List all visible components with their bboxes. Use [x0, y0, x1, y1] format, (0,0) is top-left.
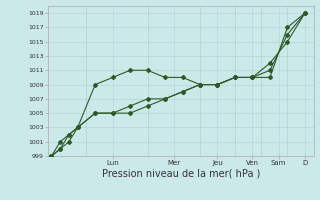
X-axis label: Pression niveau de la mer( hPa ): Pression niveau de la mer( hPa )	[102, 169, 260, 179]
